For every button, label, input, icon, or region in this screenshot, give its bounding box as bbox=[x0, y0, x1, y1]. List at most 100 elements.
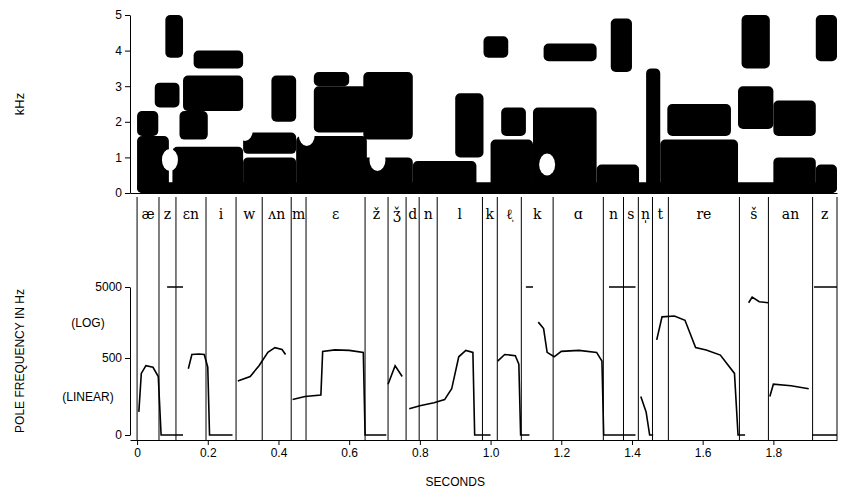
tick: 0 bbox=[134, 440, 141, 460]
annotation: (LINEAR) bbox=[62, 390, 113, 404]
energy-region bbox=[738, 86, 773, 129]
segment-boundary bbox=[206, 197, 207, 440]
tick: 0.4 bbox=[271, 440, 288, 460]
energy-region bbox=[816, 15, 837, 61]
energy-gap bbox=[162, 149, 178, 171]
segment-label: n bbox=[609, 206, 618, 222]
segment-label: ɛn bbox=[183, 206, 199, 222]
segment-boundary bbox=[837, 197, 838, 440]
energy-region bbox=[165, 15, 183, 58]
energy-region bbox=[501, 108, 526, 136]
tick-label: 5000 bbox=[95, 280, 122, 294]
segment-label: t bbox=[658, 206, 664, 222]
segment-label: z bbox=[821, 206, 828, 222]
energy-region bbox=[455, 93, 483, 157]
x-axis: 00.20.40.60.81.01.21.41.61.8 bbox=[131, 440, 838, 460]
y-axis: 012345 bbox=[115, 8, 130, 200]
tick-label: 1.4 bbox=[624, 446, 641, 460]
tick: 0 bbox=[115, 186, 130, 200]
segment-label: d bbox=[408, 206, 417, 222]
segment-boundary bbox=[521, 197, 522, 440]
tick-label: 1.6 bbox=[695, 446, 712, 460]
segment-boundary bbox=[137, 197, 138, 440]
tick-label: 1.2 bbox=[553, 446, 570, 460]
tick: 1.4 bbox=[624, 440, 641, 460]
tick-mark bbox=[125, 193, 130, 194]
tick-mark bbox=[491, 440, 492, 445]
energy-region bbox=[660, 140, 738, 193]
axis-title: POLE FREQUENCY IN Hz bbox=[13, 289, 27, 433]
segment-label: w bbox=[243, 206, 255, 222]
segment-label: š bbox=[750, 206, 757, 222]
energy-region bbox=[597, 165, 639, 193]
energy-region bbox=[491, 140, 533, 193]
segment-label: an bbox=[782, 206, 799, 222]
chart-svg: 012345kHzæzɛniwʌnmɛžǯdnlkℓ̩kɑnsn̩trešanz… bbox=[0, 0, 842, 498]
pole-plot bbox=[139, 287, 837, 435]
axis-line bbox=[131, 440, 838, 441]
segment-boundary bbox=[406, 197, 407, 440]
tick-label: 0.8 bbox=[412, 446, 429, 460]
tick: 2 bbox=[115, 115, 130, 129]
tick-label: 4 bbox=[115, 44, 122, 58]
tick-label: 0.2 bbox=[200, 446, 217, 460]
tick: 500 bbox=[102, 351, 130, 365]
energy-gap bbox=[299, 124, 315, 146]
segment-boundary bbox=[623, 197, 624, 440]
axis-line bbox=[130, 16, 131, 194]
energy-region bbox=[773, 157, 815, 193]
segment-boundary bbox=[388, 197, 389, 440]
segment-label: k bbox=[486, 206, 495, 222]
segment-label: æ bbox=[141, 206, 154, 222]
tick-label: 1 bbox=[115, 151, 122, 165]
energy-region bbox=[314, 72, 349, 86]
tick: 4 bbox=[115, 44, 130, 58]
segment-label: ž bbox=[373, 206, 380, 222]
energy-region bbox=[179, 111, 207, 139]
tick-label: 0 bbox=[115, 428, 122, 442]
tick-mark bbox=[561, 440, 562, 445]
energy-region bbox=[646, 68, 660, 193]
segment-boundary bbox=[437, 197, 438, 440]
figure: 012345kHzæzɛniwʌnmɛžǯdnlkℓ̩kɑnsn̩trešanz… bbox=[0, 0, 842, 498]
energy-region bbox=[172, 147, 243, 193]
tick-mark bbox=[125, 287, 130, 288]
segment-label: ɛ bbox=[332, 206, 339, 222]
segment-boundary bbox=[768, 197, 769, 440]
energy-region bbox=[816, 165, 837, 193]
tick-label: 5 bbox=[115, 8, 122, 22]
energy-region bbox=[194, 51, 243, 69]
tick-label: 0.4 bbox=[271, 446, 288, 460]
tick-mark bbox=[125, 122, 130, 123]
segment-boundary bbox=[553, 197, 554, 440]
tick-label: 500 bbox=[102, 351, 122, 365]
segment-label: ʌn bbox=[267, 206, 285, 222]
tick: 0.2 bbox=[200, 440, 217, 460]
energy-gap bbox=[369, 149, 385, 171]
segment-label: ǯ bbox=[393, 206, 401, 222]
tick: 0.6 bbox=[341, 440, 358, 460]
tick-mark bbox=[125, 51, 130, 52]
energy-region bbox=[137, 111, 158, 136]
tick-label: 0 bbox=[115, 186, 122, 200]
x-axis bbox=[131, 193, 838, 194]
tick: 5 bbox=[115, 8, 130, 22]
axis-title: kHz bbox=[12, 93, 27, 115]
segment-boundary bbox=[739, 197, 740, 440]
segment-label: re bbox=[696, 206, 711, 222]
tick: 5000 bbox=[95, 280, 130, 294]
tick: 1.2 bbox=[553, 440, 570, 460]
segment-boundary bbox=[482, 197, 483, 440]
energy-region bbox=[742, 15, 770, 68]
tick-label: 1.0 bbox=[483, 446, 500, 460]
energy-region bbox=[773, 100, 815, 136]
energy-region bbox=[667, 104, 731, 136]
segment-boundary bbox=[291, 197, 292, 440]
segment-boundary bbox=[306, 197, 307, 440]
tick: 1 bbox=[115, 151, 130, 165]
tick-mark bbox=[278, 440, 279, 445]
energy-region bbox=[611, 19, 632, 72]
segment-label: z bbox=[164, 206, 171, 222]
pole-trace bbox=[139, 287, 837, 435]
energy-gap bbox=[237, 119, 253, 141]
